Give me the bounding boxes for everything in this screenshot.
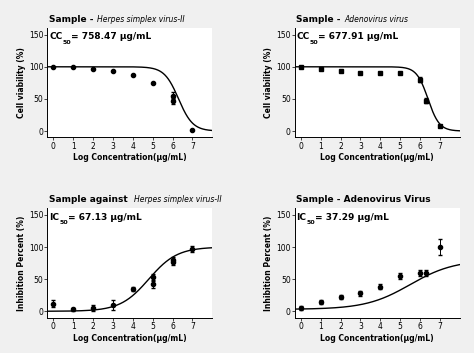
Y-axis label: Cell viability (%): Cell viability (%) xyxy=(264,47,273,118)
Y-axis label: Cell viability (%): Cell viability (%) xyxy=(17,47,26,118)
X-axis label: Log Concentration(μg/mL): Log Concentration(μg/mL) xyxy=(320,154,434,162)
Text: IC: IC xyxy=(49,213,59,222)
Text: Sample against: Sample against xyxy=(49,195,134,204)
Text: Sample - Adenovirus Virus: Sample - Adenovirus Virus xyxy=(296,195,431,204)
Text: IC: IC xyxy=(296,213,307,222)
Text: Adenovirus virus: Adenovirus virus xyxy=(344,15,408,24)
Text: CC: CC xyxy=(296,32,310,41)
Text: 50: 50 xyxy=(307,220,315,226)
Text: 50: 50 xyxy=(310,40,319,45)
Text: CC: CC xyxy=(49,32,62,41)
Text: Herpes simplex virus-II: Herpes simplex virus-II xyxy=(97,15,184,24)
X-axis label: Log Concentration(μg/mL): Log Concentration(μg/mL) xyxy=(320,334,434,343)
X-axis label: Log Concentration(μg/mL): Log Concentration(μg/mL) xyxy=(73,154,187,162)
Text: Sample -: Sample - xyxy=(49,15,97,24)
Text: 50: 50 xyxy=(62,40,71,45)
Text: = 67.13 μg/mL: = 67.13 μg/mL xyxy=(68,213,141,222)
Text: = 677.91 μg/mL: = 677.91 μg/mL xyxy=(319,32,399,41)
Text: 50: 50 xyxy=(59,220,68,226)
X-axis label: Log Concentration(μg/mL): Log Concentration(μg/mL) xyxy=(73,334,187,343)
Y-axis label: Inhibition Percent (%): Inhibition Percent (%) xyxy=(264,215,273,311)
Text: = 37.29 μg/mL: = 37.29 μg/mL xyxy=(315,213,389,222)
Y-axis label: Inhibition Percent (%): Inhibition Percent (%) xyxy=(17,215,26,311)
Text: = 758.47 μg/mL: = 758.47 μg/mL xyxy=(71,32,151,41)
Text: Herpes simplex virus-II: Herpes simplex virus-II xyxy=(134,195,222,204)
Text: Sample -: Sample - xyxy=(296,15,344,24)
